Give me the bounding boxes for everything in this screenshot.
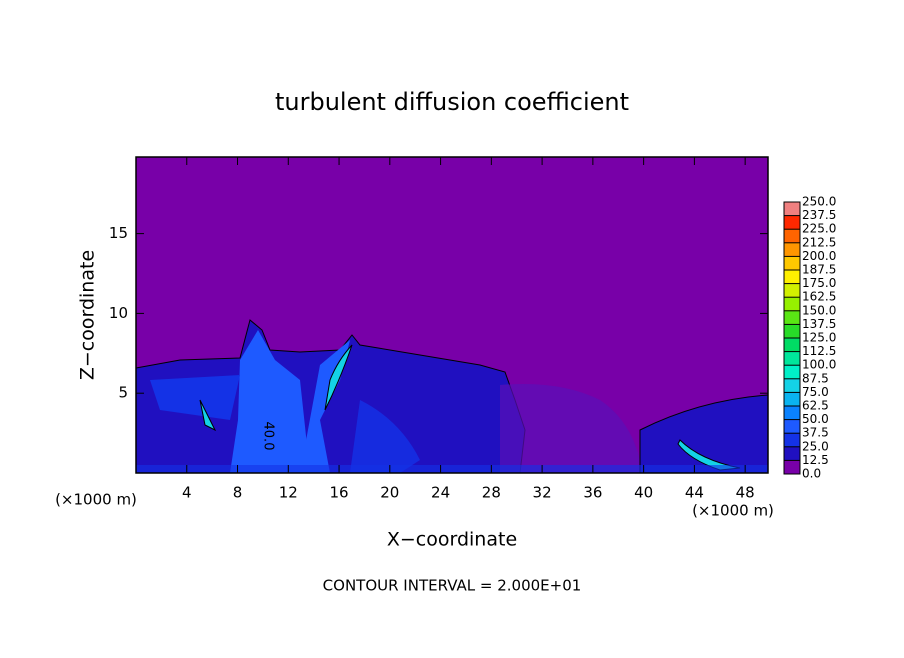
y-tick-label: 10	[109, 304, 128, 322]
x-tick-label: 32	[533, 484, 552, 502]
colorbar-label: 112.5	[802, 344, 836, 358]
y-axis-label: Z−coordinate	[77, 250, 99, 380]
colorbar-segment	[784, 229, 800, 243]
colorbar-segment	[784, 365, 800, 379]
contour-label: 40.0	[261, 422, 276, 451]
colorbar-label: 62.5	[802, 399, 829, 413]
colorbar-segment	[784, 310, 800, 325]
colorbar-segment	[784, 406, 800, 420]
colorbar-segment	[784, 297, 800, 311]
footnote: CONTOUR INTERVAL = 2.000E+01	[323, 577, 582, 595]
colorbar-segment	[784, 378, 800, 393]
colorbar-segment	[784, 392, 800, 406]
colorbar-label: 137.5	[802, 317, 836, 331]
x-tick-label: 28	[482, 484, 501, 502]
x-tick-label: 48	[736, 484, 755, 502]
x-tick-label: 12	[279, 484, 298, 502]
colorbar-segment	[784, 242, 800, 257]
colorbar-label: 100.0	[802, 358, 836, 372]
colorbar-label: 25.0	[802, 439, 829, 453]
x-tick-label: 16	[330, 484, 349, 502]
colorbar-segment	[784, 283, 800, 298]
colorbar-segment	[784, 324, 800, 338]
x-tick-label: 44	[685, 484, 704, 502]
colorbar-label: 75.0	[802, 385, 829, 399]
x-axis-label: X−coordinate	[387, 529, 517, 551]
colorbar-label: 225.0	[802, 222, 836, 236]
colorbar-segment	[784, 419, 800, 434]
colorbar-segment	[784, 460, 800, 474]
colorbar-label: 50.0	[802, 412, 829, 426]
colorbar-label: 0.0	[802, 467, 821, 481]
colorbar-label: 175.0	[802, 276, 836, 290]
colorbar-label: 237.5	[802, 208, 836, 222]
x-tick-label: 36	[583, 484, 602, 502]
colorbar-segment	[784, 433, 800, 447]
colorbar-label: 250.0	[802, 195, 836, 209]
colorbar-label: 125.0	[802, 331, 836, 345]
colorbar-label: 37.5	[802, 426, 829, 440]
colorbar-segment	[784, 446, 800, 461]
colorbar-segment	[784, 202, 800, 216]
colorbar-label: 187.5	[802, 263, 836, 277]
colorbar-label: 162.5	[802, 290, 836, 304]
colorbar-label: 150.0	[802, 303, 836, 317]
colorbar-segment	[784, 351, 800, 366]
x-tick-label: 24	[431, 484, 450, 502]
x-unit-right: (×1000 m)	[692, 502, 774, 520]
contour-field	[136, 157, 768, 473]
colorbar-label: 87.5	[802, 371, 829, 385]
y-tick-label: 15	[109, 224, 128, 242]
colorbar-segment	[784, 338, 800, 352]
x-unit: (×1000 m)	[55, 491, 137, 509]
x-tick-label: 8	[233, 484, 243, 502]
x-tick-label: 20	[380, 484, 399, 502]
x-tick-label: 4	[182, 484, 192, 502]
colorbar-label: 200.0	[802, 249, 836, 263]
colorbar-segment	[784, 256, 800, 270]
colorbar-label: 212.5	[802, 235, 836, 249]
colorbar-label: 12.5	[802, 453, 829, 467]
y-tick-label: 5	[118, 384, 128, 402]
colorbar-segment	[784, 215, 800, 230]
colorbar-segment	[784, 270, 800, 284]
x-tick-label: 40	[634, 484, 653, 502]
plot-frame	[135, 156, 769, 474]
chart-title: turbulent diffusion coefficient	[275, 88, 629, 116]
